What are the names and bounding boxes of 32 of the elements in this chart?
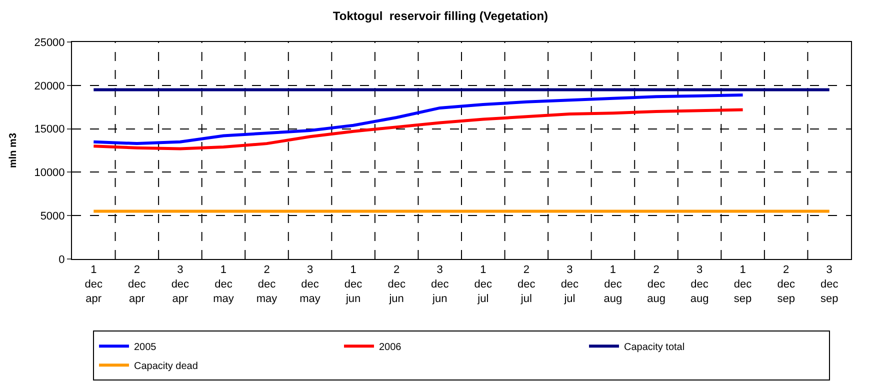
- x-tick-label: 1 dec sep: [734, 264, 752, 305]
- x-tick-label: 1 dec apr: [84, 264, 103, 305]
- x-tick-label: 3 dec jul: [560, 264, 580, 305]
- line-series: [92, 108, 744, 150]
- x-tick-label: 2 dec may: [256, 264, 278, 305]
- x-tick-label: 2 dec aug: [647, 264, 666, 305]
- x-tick-label: 2 dec sep: [777, 264, 796, 305]
- x-tick-label: 3 dec jun: [430, 264, 450, 305]
- x-tick-label: 2 dec jul: [518, 264, 536, 305]
- y-tick-label: 5000: [40, 210, 65, 222]
- x-tick-label: 1 dec may: [213, 264, 234, 305]
- x-tick-label: 3 dec apr: [171, 264, 190, 305]
- y-tick-label: 15000: [34, 124, 65, 136]
- y-tick-label: 10000: [34, 167, 65, 180]
- chart-title: Toktogul reservoir filling (Vegetation): [332, 9, 548, 24]
- legend-label: 2006: [379, 342, 402, 354]
- x-tick-label: 1 dec jul: [474, 264, 492, 305]
- y-tick-label: 25000: [34, 36, 65, 49]
- legend-label: 2005: [134, 342, 157, 354]
- x-tick-label: 3 dec sep: [820, 264, 839, 305]
- x-tick-label: 3 dec may: [300, 264, 321, 305]
- line-series: [92, 93, 744, 146]
- x-tick-label: 1 dec jun: [344, 264, 363, 305]
- x-tick-label: 2 dec jun: [388, 264, 406, 305]
- x-tick-label: 3 dec aug: [690, 264, 709, 305]
- y-axis-title: mln m3: [8, 132, 20, 168]
- y-tick-label: 0: [58, 254, 65, 266]
- legend-label: Capacity dead: [134, 361, 198, 372]
- x-tick-label: 2 dec apr: [128, 264, 146, 305]
- x-tick-label: 1 dec aug: [604, 264, 622, 305]
- y-tick-label: 20000: [34, 80, 65, 92]
- legend-label: Capacity total: [624, 342, 685, 354]
